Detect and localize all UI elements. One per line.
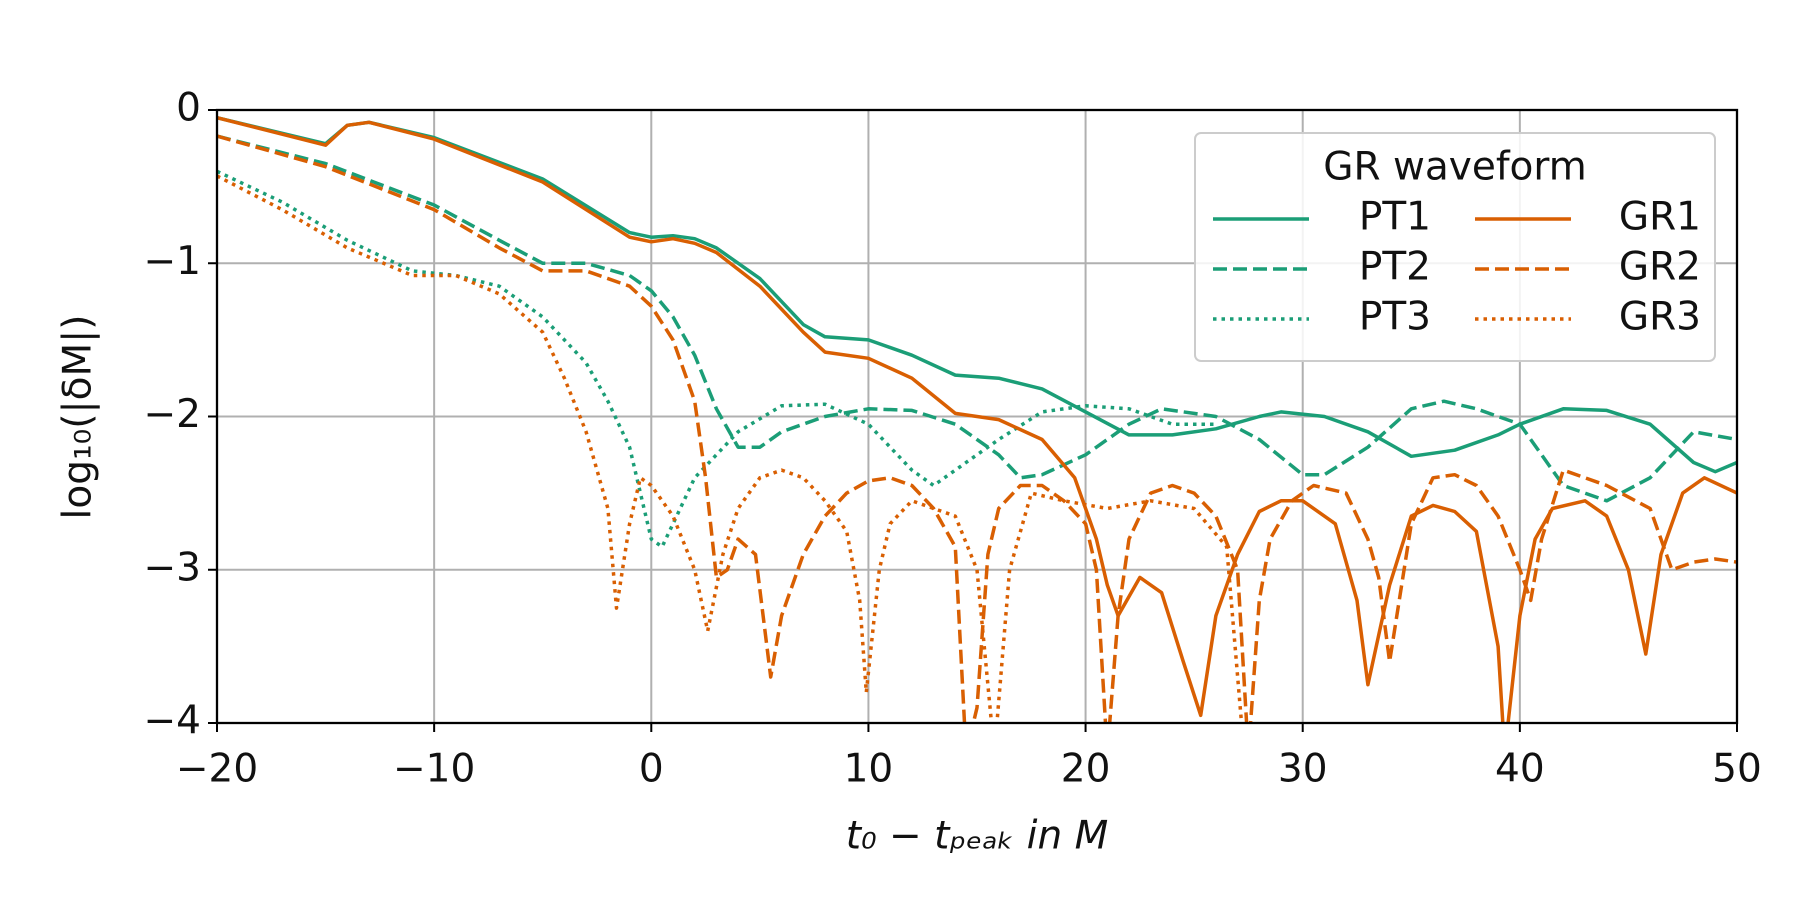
y-axis-label: log₁₀(|δM|): [56, 315, 101, 520]
x-tick-label: 50: [1712, 747, 1762, 792]
legend-label: PT3: [1359, 295, 1431, 340]
series-line: [217, 174, 1244, 723]
legend-label: GR3: [1619, 295, 1701, 340]
y-tick-label: 0: [176, 86, 201, 131]
x-tick-label: 30: [1278, 747, 1328, 792]
x-tick-label: 40: [1495, 747, 1545, 792]
x-tick-label: 10: [844, 747, 894, 792]
plot-frame: [215, 108, 1739, 725]
x-tick-label: 20: [1061, 747, 1111, 792]
series-line: [217, 169, 1216, 549]
legend-label: GR2: [1619, 245, 1701, 290]
x-tick-label: −20: [176, 747, 258, 792]
x-tick-label: −10: [393, 747, 475, 792]
plot-lines: [217, 115, 1737, 723]
y-tick-label: −1: [144, 239, 202, 284]
series-line: [217, 116, 1737, 723]
x-axis-label: t₀ − tₚₑₐₖ in M: [846, 814, 1109, 859]
legend-label: GR1: [1619, 195, 1701, 240]
legend-label: PT2: [1359, 245, 1431, 290]
legend-title: GR waveform: [1323, 145, 1587, 190]
y-tick-label: −3: [144, 545, 202, 590]
x-tick-label: 0: [639, 747, 664, 792]
y-tick-label: −2: [144, 392, 202, 437]
legend-box: [1194, 132, 1716, 362]
y-tick-label: −4: [144, 699, 202, 744]
legend-label: PT1: [1359, 195, 1431, 240]
series-line: [217, 134, 1737, 723]
series-line: [217, 134, 1737, 503]
